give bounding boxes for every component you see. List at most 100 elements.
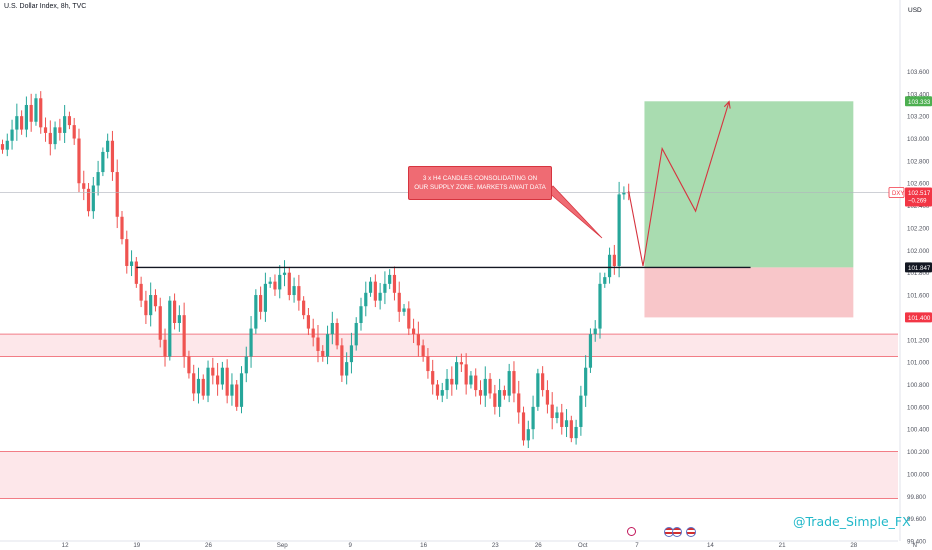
candle-body: [72, 125, 76, 139]
price-tick-label: 100.800: [907, 382, 930, 389]
candle-body: [115, 172, 119, 217]
candle-body: [536, 373, 540, 407]
lightning-event-icon[interactable]: [627, 527, 636, 536]
candle-body: [82, 183, 86, 189]
candle-body: [321, 350, 325, 357]
candle-body: [120, 216, 124, 240]
candle-body: [407, 308, 411, 329]
price-tick-label: 102.600: [907, 181, 930, 188]
candle-body: [201, 378, 205, 396]
candle-body: [359, 306, 363, 323]
candle-body: [316, 337, 320, 351]
price-tick-label: 101.000: [907, 360, 930, 367]
candle-body: [459, 362, 463, 365]
candle-body: [311, 328, 315, 338]
candle-body: [354, 322, 358, 346]
time-tick-label: 19: [133, 542, 140, 549]
price-tick-label: 103.400: [907, 91, 930, 98]
callout-pointer: [547, 185, 603, 239]
time-tick-label: 28: [850, 542, 857, 549]
time-tick-label: 23: [492, 542, 499, 549]
candle-body: [569, 420, 573, 439]
candle-body: [450, 378, 454, 385]
candle-body: [15, 116, 19, 130]
candle-body: [297, 286, 301, 301]
candle-body: [345, 362, 349, 376]
candle-body: [144, 300, 148, 316]
candle-body: [235, 384, 239, 407]
supply-zone-1: [0, 334, 898, 357]
candle-body: [564, 420, 569, 427]
candle-body: [58, 127, 62, 133]
candle-body: [177, 315, 181, 323]
candle-body: [182, 315, 186, 357]
candle-body: [455, 362, 459, 385]
time-tick-label: 21: [779, 542, 786, 549]
candle-body: [153, 295, 158, 307]
time-tick-label: Oct: [578, 542, 588, 549]
candle-body: [172, 300, 177, 323]
candle-body: [498, 390, 502, 407]
price-tick-label: 99.600: [907, 516, 926, 523]
candle-body: [469, 375, 473, 385]
candle-body: [388, 274, 392, 284]
candle-body: [101, 151, 105, 173]
candle-body: [545, 390, 550, 405]
candle-body: [584, 367, 588, 396]
candle-body: [493, 393, 497, 407]
candle-body: [373, 281, 377, 301]
candle-body: [368, 281, 373, 293]
price-tick-label: 102.400: [907, 203, 930, 210]
candle-body: [607, 254, 612, 278]
candle-body: [5, 140, 9, 150]
us-flag-event-icon-3[interactable]: [686, 527, 696, 537]
price-tick-label: 103.600: [907, 69, 930, 76]
time-tick-label: Sep: [277, 542, 289, 549]
price-tick-label: 101.800: [907, 270, 930, 277]
candle-body: [330, 322, 334, 335]
target-price-tag-bg: [905, 96, 932, 107]
symbol-tag: DXY: [892, 191, 904, 197]
annotation-callout[interactable]: 3 x H4 CANDLES CONSOLIDATING ON OUR SUPP…: [408, 166, 552, 200]
candle-body: [263, 283, 267, 312]
author-watermark: @Trade_Simple_FX: [793, 514, 911, 529]
candle-body: [187, 356, 191, 374]
time-tick-label: 7: [635, 542, 639, 549]
time-tick-label: 14: [707, 542, 714, 549]
candle-body: [211, 367, 215, 376]
price-tick-label: 100.600: [907, 404, 930, 411]
us-flag-event-icon-2[interactable]: [672, 527, 682, 537]
price-tick-label: 99.800: [907, 494, 926, 501]
candle-body: [268, 281, 272, 284]
candle-body: [335, 322, 339, 346]
candle-body: [526, 429, 530, 441]
candle-body: [206, 367, 210, 396]
price-tick-label: 100.400: [907, 427, 930, 434]
current-price-tag: 102.517: [908, 190, 931, 197]
candle-body: [478, 390, 483, 396]
candle-body: [34, 98, 38, 122]
candle-body: [134, 261, 138, 284]
candle-body: [593, 328, 597, 335]
candle-body: [555, 412, 559, 419]
candle-body: [340, 345, 344, 376]
candle-body: [560, 412, 564, 427]
time-tick-label: 16: [420, 542, 427, 549]
candle-body: [249, 328, 253, 357]
candle-body: [588, 334, 593, 368]
candle-body: [392, 274, 397, 293]
stop-price-tag: 101.400: [908, 315, 931, 322]
candle-body: [63, 116, 67, 133]
loss-zone: [644, 267, 854, 318]
symbol-tag-bg: [888, 187, 905, 198]
candle-body: [278, 274, 282, 290]
candle-body: [517, 393, 521, 413]
candle-body: [302, 300, 306, 316]
time-tick-label: 12: [62, 542, 69, 549]
time-axis: 5121926Sep9162326Oct7142128N: [0, 540, 917, 549]
candle-body: [53, 127, 57, 145]
candle-body: [48, 132, 52, 145]
time-tick-label: 26: [205, 542, 212, 549]
candle-body: [421, 345, 425, 357]
